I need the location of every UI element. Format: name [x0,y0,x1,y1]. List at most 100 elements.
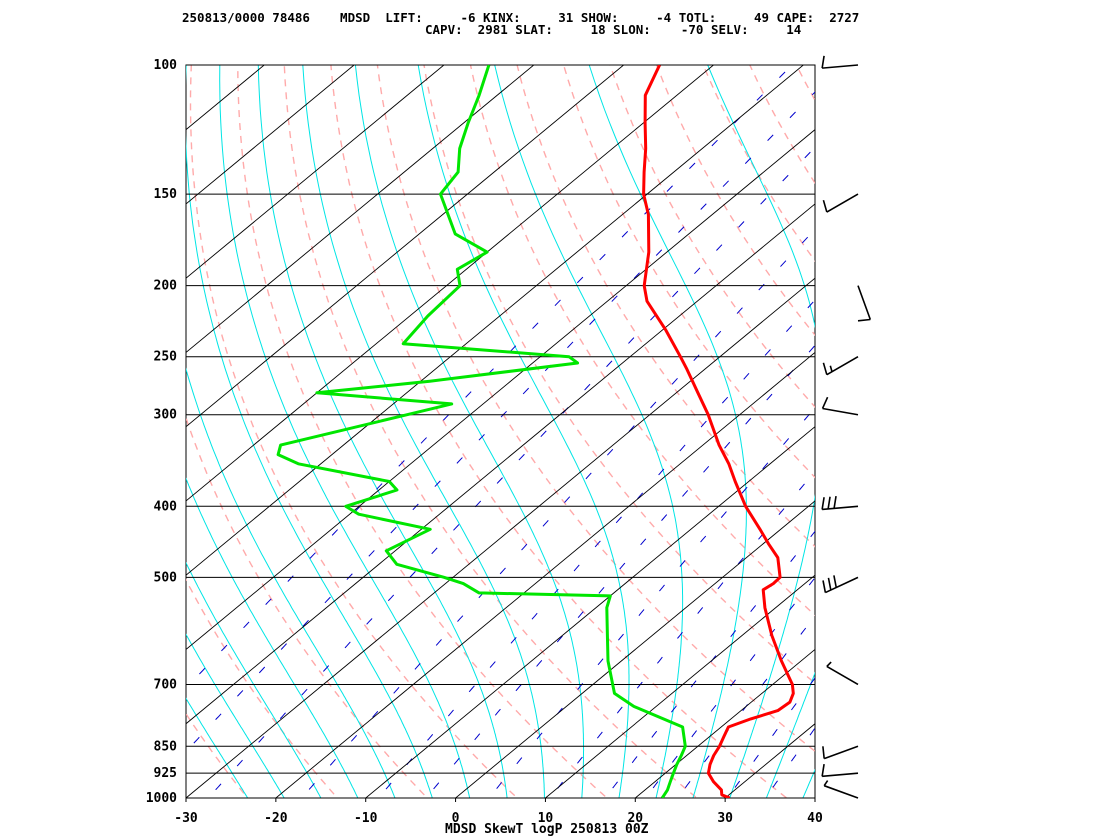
wind-barb-feather [821,55,825,69]
moist-adiabat [417,65,630,798]
dry-adiabat [186,415,429,798]
pressure-tick-label: 500 [154,570,178,585]
mixing-ratio-line [764,727,815,798]
wind-barb-feather [826,661,832,668]
wind-barb [821,396,859,416]
mixing-ratio-line [644,576,815,798]
wind-barb-staff [826,665,859,686]
wind-barb-feather [821,763,825,777]
dry-adiabat [376,65,815,753]
pressure-tick-label: 150 [154,187,178,202]
mixing-ratio-line [726,677,815,798]
isotherm [724,723,815,798]
wind-barb [822,355,859,376]
dry-adiabat [795,65,815,102]
mixing-ratio-line [377,299,815,798]
mixing-ratio-line [301,228,815,798]
isotherm [814,797,815,798]
mixing-ratio-line [207,146,815,798]
dry-adiabat [609,65,815,409]
wind-barb-feather [833,575,838,588]
pressure-tick-label: 1000 [146,791,177,806]
wind-barb-feather [833,496,837,509]
temperature-tick-label: 40 [807,811,823,826]
pressure-tick-label: 300 [154,408,178,423]
wind-barb-feather [821,396,829,409]
wind-barb [822,193,859,213]
isotherm [365,426,815,798]
dewpoint-profile [276,65,687,798]
wind-barb-staff [823,784,859,799]
isotherm [186,65,445,279]
plot-frame [185,64,816,799]
wind-barb-feather [823,780,829,787]
wind-barb [821,763,859,778]
wind-barb [821,55,859,69]
temperature-tick-label: 30 [717,811,733,826]
plot-area [185,49,1120,814]
temperature-tick-label: 20 [627,811,643,826]
dry-adiabat [972,49,1120,814]
moist-adiabat [802,768,815,798]
isotherm [454,500,815,798]
wind-barb [823,780,859,799]
dry-adiabat [562,65,815,479]
moist-adiabat [186,367,396,798]
moist-adiabat [354,65,585,798]
moist-adiabat [302,65,545,798]
dry-adiabat [1018,49,1120,814]
temperature-tick-label: 0 [452,811,460,826]
wind-barb-feather [829,365,833,372]
temperature-tick-label: -20 [264,811,288,826]
isotherm [634,648,815,798]
wind-barb-staff [857,285,872,320]
wind-barb [857,285,872,322]
isotherm [186,129,815,651]
wind-barb-staff [822,772,859,778]
mixing-ratio-line [186,65,793,689]
moist-adiabat [707,65,815,798]
isotherm [186,65,805,576]
dry-adiabat [926,49,1120,814]
header-line-1: 250813/0000 78486 MDSD LIFT: -6 KINX: 31… [182,10,859,25]
pressure-tick-label: 400 [154,499,178,514]
moist-adiabat [257,65,508,798]
mixing-ratio-line [549,470,815,798]
wind-barb [821,496,859,511]
dry-adiabat [330,65,788,798]
wind-barb-feather [821,497,825,510]
wind-barb-feather [827,577,832,591]
dry-adiabat [186,578,339,798]
wind-barb-staff [826,355,859,376]
moist-adiabat [186,697,249,798]
wind-barb-staff [823,745,859,760]
temperature-tick-label: -30 [174,811,198,826]
isotherm [186,65,715,502]
wind-barb-feather [822,362,828,375]
isotherm [186,203,815,725]
wind-barb [822,575,859,594]
moist-adiabat [588,65,747,798]
isotherm [186,65,625,428]
moist-adiabat [186,561,322,798]
temperature-profile [642,65,795,798]
pressure-tick-label: 100 [154,58,178,73]
pressure-tick-label: 200 [154,279,178,294]
dry-adiabat [655,65,815,337]
wind-barb-staff [822,407,859,416]
wind-barb-feather [857,318,871,322]
mixing-ratio-line [604,530,815,798]
pressure-tick-label: 250 [154,350,178,365]
dry-adiabat [423,65,815,685]
dry-adiabat [749,65,815,185]
wind-barb-staff [822,64,859,69]
isotherm [186,65,535,354]
isotherm [186,65,355,205]
temperature-axis: -30 -20 -10 0 10 20 30 40 [174,798,823,826]
mixing-ratio-line [488,406,815,798]
chart-title: MDSD SkewT logP 250813 00Z [445,822,649,837]
pressure-tick-label: 850 [154,739,178,754]
moist-adiabat [186,633,285,798]
isobars [186,64,815,799]
wind-barb-feather [822,199,828,213]
